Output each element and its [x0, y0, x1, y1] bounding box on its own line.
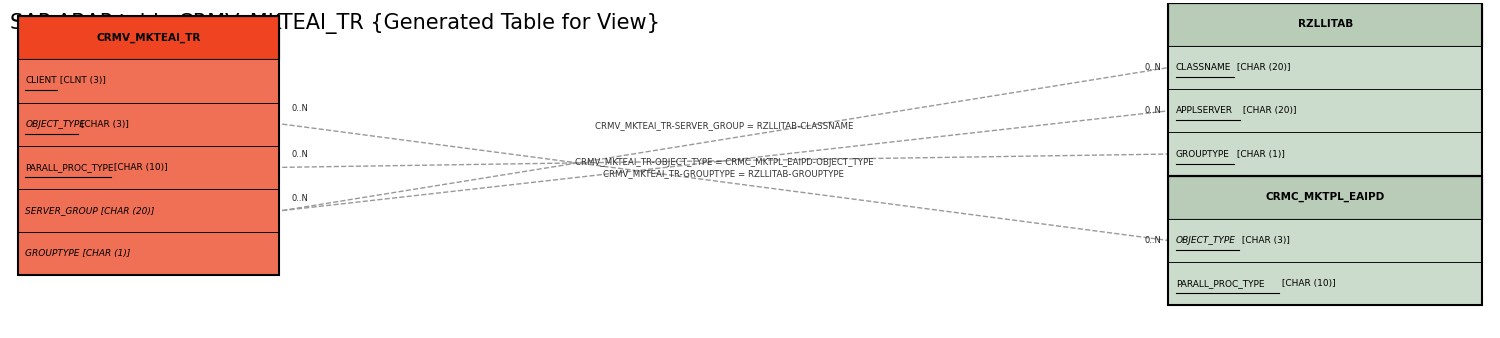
Text: OBJECT_TYPE: OBJECT_TYPE [1176, 236, 1236, 245]
Text: CRMV_MKTEAI_TR-OBJECT_TYPE = CRMC_MKTPL_EAIPD-OBJECT_TYPE: CRMV_MKTEAI_TR-OBJECT_TYPE = CRMC_MKTPL_… [574, 158, 873, 167]
Text: CLIENT: CLIENT [26, 76, 57, 86]
Text: GROUPTYPE [CHAR (1)]: GROUPTYPE [CHAR (1)] [26, 249, 130, 258]
Text: 0..N: 0..N [1144, 106, 1161, 115]
Bar [1168, 89, 1482, 132]
Text: CRMC_MKTPL_EAIPD: CRMC_MKTPL_EAIPD [1266, 192, 1384, 202]
Text: APPLSERVER: APPLSERVER [1176, 106, 1233, 115]
Bar [1168, 262, 1482, 305]
Bar [1168, 132, 1482, 176]
Text: RZLLITAB: RZLLITAB [1298, 19, 1353, 29]
Text: PARALL_PROC_TYPE: PARALL_PROC_TYPE [26, 163, 114, 172]
Text: 0..N: 0..N [291, 194, 308, 202]
Text: [CHAR (10)]: [CHAR (10)] [1278, 279, 1335, 288]
Text: [CHAR (1)]: [CHAR (1)] [1234, 149, 1284, 159]
Bar [1168, 176, 1482, 305]
Bar [18, 16, 279, 59]
Text: OBJECT_TYPE: OBJECT_TYPE [26, 120, 86, 129]
Bar [1168, 219, 1482, 262]
Text: [CHAR (3)]: [CHAR (3)] [78, 120, 129, 129]
Text: [CHAR (10)]: [CHAR (10)] [111, 163, 168, 172]
Bar [1168, 3, 1482, 176]
Text: 0..N: 0..N [291, 104, 308, 113]
Text: 0..N: 0..N [1144, 236, 1161, 245]
Text: CRMV_MKTEAI_TR-SERVER_GROUP = RZLLITAB-CLASSNAME: CRMV_MKTEAI_TR-SERVER_GROUP = RZLLITAB-C… [594, 121, 853, 130]
Bar [18, 189, 279, 232]
Text: SERVER_GROUP [CHAR (20)]: SERVER_GROUP [CHAR (20)] [26, 206, 154, 215]
Bar [18, 232, 279, 275]
Text: PARALL_PROC_TYPE: PARALL_PROC_TYPE [1176, 279, 1264, 288]
Text: GROUPTYPE: GROUPTYPE [1176, 149, 1230, 159]
Bar [1168, 3, 1482, 46]
Text: CRMV_MKTEAI_TR-GROUPTYPE = RZLLITAB-GROUPTYPE: CRMV_MKTEAI_TR-GROUPTYPE = RZLLITAB-GROU… [603, 169, 844, 178]
Text: 0..N: 0..N [1144, 63, 1161, 72]
Text: CLASSNAME: CLASSNAME [1176, 63, 1232, 72]
Bar [1168, 46, 1482, 89]
Bar [1168, 176, 1482, 219]
Text: [CHAR (3)]: [CHAR (3)] [1239, 236, 1290, 245]
Bar [18, 146, 279, 189]
Text: [CHAR (20)]: [CHAR (20)] [1240, 106, 1296, 115]
Bar [18, 16, 279, 275]
Text: [CLNT (3)]: [CLNT (3)] [57, 76, 106, 86]
Text: CRMV_MKTEAI_TR: CRMV_MKTEAI_TR [96, 32, 201, 43]
Text: SAP ABAP table CRMV_MKTEAI_TR {Generated Table for View}: SAP ABAP table CRMV_MKTEAI_TR {Generated… [10, 13, 660, 34]
Text: [CHAR (20)]: [CHAR (20)] [1234, 63, 1290, 72]
Bar [18, 59, 279, 102]
Bar [18, 102, 279, 146]
Text: 0..N: 0..N [291, 150, 308, 159]
